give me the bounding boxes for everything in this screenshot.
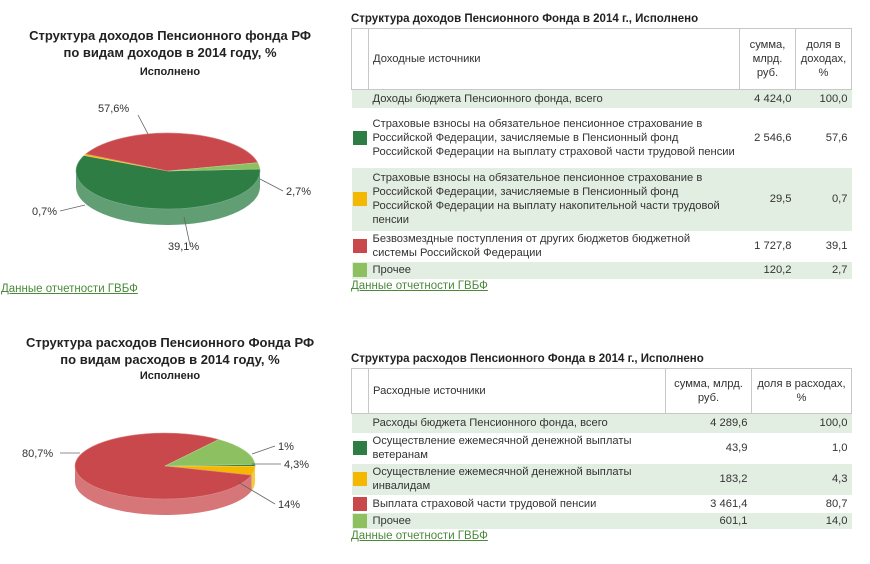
pie-slice (75, 155, 261, 210)
expense-pie-chart: 1% 4,3% 80,7% 14% (22, 432, 309, 515)
header-swatch-cell (351, 28, 369, 90)
pie-leader-line (259, 178, 284, 192)
expense-table-title: Структура расходов Пенсионного Фонда в 2… (351, 353, 704, 365)
income-table-source-link[interactable]: Данные отчетности ГВБФ (351, 280, 488, 292)
pie-slice-side (75, 466, 252, 515)
expense-table-header-row: Расходные источники сумма, млрд. руб. до… (351, 368, 852, 414)
income-row-share: 57,6 (825, 131, 848, 144)
expense-header-sum: сумма, млрд. руб. (665, 368, 752, 414)
swatch-cell (351, 89, 369, 108)
table-row: Прочее 120,2 2,7 (351, 261, 852, 279)
expense-row-share: 14,0 (751, 512, 852, 529)
red-swatch-icon (353, 239, 367, 254)
expense-header-share: доля в расходах, % (751, 368, 852, 414)
expense-chart-title-line1: Структура расходов Пенсионного Фонда РФ (25, 335, 315, 350)
pie-slice-side (76, 171, 260, 225)
yellow-swatch-icon (353, 472, 367, 487)
table-row: Прочее 601,1 14,0 (351, 512, 852, 529)
expense-chart-title: Структура расходов Пенсионного Фонда РФ … (0, 334, 340, 368)
income-chart-source-link[interactable]: Данные отчетности ГВБФ (1, 283, 138, 295)
swatch-cell (351, 413, 369, 433)
pie-data-label: 80,7% (22, 448, 53, 460)
income-row-sum: 1 727,8 (754, 240, 792, 252)
expense-row-share: 4,3 (751, 463, 852, 495)
pie-data-label: 4,3% (284, 459, 309, 471)
table-row: Безвозмездные поступления от других бюдж… (352, 231, 852, 262)
pie-data-label: 39,1% (168, 241, 199, 253)
pie-data-label: 57,6% (98, 103, 129, 115)
income-table-header-row: Доходные источники сумма, млрд. руб. дол… (351, 28, 852, 90)
pie-leader-line (251, 445, 276, 455)
pie-data-label: 14% (278, 499, 300, 511)
expense-total-sum: 4 289,6 (665, 413, 752, 433)
income-row-label: Страховые взносы на обязательное пенсион… (368, 167, 740, 231)
expense-header-source: Расходные источники (368, 368, 666, 414)
income-row-label: Прочее (368, 261, 740, 279)
income-row-share: 39,1 (825, 240, 848, 252)
income-row-label: Страховые взносы на обязательное пенсион… (372, 117, 735, 158)
dark-green-swatch-icon (353, 441, 367, 456)
expense-total-label: Расходы бюджета Пенсионного фонда, всего (368, 413, 666, 433)
table-row-total: Доходы бюджета Пенсионного фонда, всего … (351, 89, 852, 108)
expense-row-label: Прочее (368, 512, 666, 529)
income-chart-subtitle: Исполнено (139, 66, 201, 78)
pie-slice (85, 132, 259, 172)
expense-total-share: 100,0 (751, 413, 852, 433)
expense-table: Расходные источники сумма, млрд. руб. до… (351, 368, 852, 529)
dark-green-swatch-icon (353, 130, 367, 145)
income-header-share: доля в доходах, % (795, 28, 852, 90)
pie-slice (74, 432, 253, 500)
income-row-sum: 29,5 (739, 167, 796, 231)
expense-row-sum: 183,2 (665, 463, 752, 495)
pie-data-label: 1% (278, 441, 294, 453)
expense-row-sum: 601,1 (665, 512, 752, 529)
table-row: Страховые взносы на обязательное пенсион… (352, 108, 852, 168)
expense-chart-subtitle: Исполнено (139, 370, 201, 382)
income-header-sum: сумма, млрд. руб. (739, 28, 796, 90)
red-swatch-icon (353, 496, 367, 511)
light-green-swatch-icon (353, 513, 367, 528)
pie-leader-line (237, 481, 276, 505)
income-total-sum: 4 424,0 (739, 89, 796, 108)
income-chart-title-line2: по видам доходов в 2014 году, % (63, 45, 277, 60)
table-row: Выплата страховой части трудовой пенсии … (352, 495, 852, 513)
expense-row-label: Осуществление ежемесячной денежной выпла… (372, 435, 632, 461)
expense-row-sum: 3 461,4 (710, 497, 748, 510)
income-pie-chart: 57,6% 0,7% 39,1% 2,7% (32, 103, 311, 253)
pie-data-label: 2,7% (286, 186, 311, 198)
pie-slice (164, 439, 256, 467)
income-row-label: Безвозмездные поступления от других бюдж… (372, 233, 691, 259)
header-swatch-cell (351, 368, 369, 414)
yellow-swatch-icon (353, 192, 367, 207)
pie-leader-line (137, 114, 149, 135)
table-row: Осуществление ежемесячной денежной выпла… (351, 463, 852, 495)
pie-leader-line (59, 204, 86, 212)
expense-row-share: 80,7 (825, 497, 848, 510)
income-table-title: Структура доходов Пенсионного Фонда в 20… (351, 13, 699, 25)
pie-slice (167, 162, 261, 172)
pie-data-label: 0,7% (32, 206, 57, 218)
table-row: Осуществление ежемесячной денежной выпла… (352, 433, 852, 464)
income-header-source: Доходные источники (368, 28, 740, 90)
income-chart-title: Структура доходов Пенсионного фонда РФ п… (0, 27, 340, 61)
light-green-swatch-icon (353, 263, 367, 278)
table-row: Страховые взносы на обязательное пенсион… (351, 167, 852, 231)
income-row-share: 2,7 (795, 261, 852, 279)
expense-row-label: Выплата страховой части трудовой пенсии (372, 497, 597, 510)
expense-row-share: 1,0 (831, 442, 848, 454)
income-table: Доходные источники сумма, млрд. руб. дол… (351, 28, 852, 279)
income-row-sum: 2 546,6 (754, 131, 792, 144)
table-row-total: Расходы бюджета Пенсионного фонда, всего… (351, 413, 852, 433)
income-row-sum: 120,2 (739, 261, 796, 279)
expense-chart-title-line2: по видам расходов в 2014 году, % (60, 352, 280, 367)
pie-leader-line (183, 216, 191, 246)
expense-row-label: Осуществление ежемесячной денежной выпла… (368, 463, 666, 495)
expense-table-source-link[interactable]: Данные отчетности ГВБФ (351, 530, 488, 542)
income-row-share: 0,7 (795, 167, 852, 231)
income-total-label: Доходы бюджета Пенсионного фонда, всего (368, 89, 740, 108)
income-chart-title-line1: Структура доходов Пенсионного фонда РФ (29, 28, 311, 43)
income-total-share: 100,0 (795, 89, 852, 108)
expense-row-sum: 43,9 (725, 442, 748, 454)
pie-slice-side (251, 466, 255, 492)
